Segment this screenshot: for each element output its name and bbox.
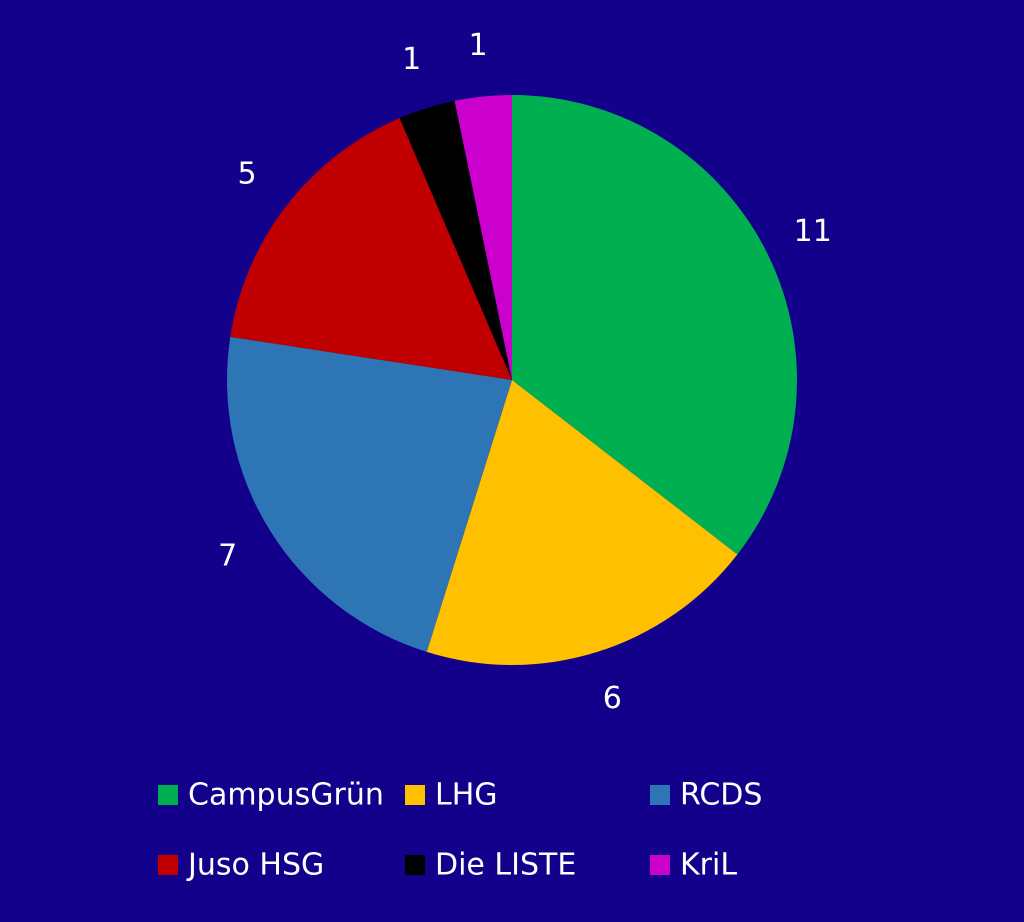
pie-slice xyxy=(399,100,512,380)
data-label: 11 xyxy=(794,214,832,249)
pie-slice xyxy=(226,336,512,652)
legend-label: KriL xyxy=(680,848,737,883)
data-label: 5 xyxy=(238,156,257,191)
legend-swatch xyxy=(650,785,670,805)
legend-swatch xyxy=(158,785,178,805)
pie-slice xyxy=(512,95,798,555)
legend-swatch xyxy=(405,855,425,875)
legend-label: Juso HSG xyxy=(186,848,324,883)
pie-slice xyxy=(230,118,512,381)
legend-label: CampusGrün xyxy=(188,778,384,813)
data-label: 1 xyxy=(402,42,421,77)
legend-label: Die LISTE xyxy=(435,848,576,883)
legend-label: LHG xyxy=(435,778,498,813)
legend-swatch xyxy=(650,855,670,875)
data-label: 6 xyxy=(603,681,622,716)
legend-label: RCDS xyxy=(680,778,762,813)
legend-swatch xyxy=(405,785,425,805)
pie-slice xyxy=(426,380,738,665)
legend-swatch xyxy=(158,855,178,875)
data-label: 1 xyxy=(469,28,488,63)
pie-slice xyxy=(454,95,512,380)
data-label: 7 xyxy=(218,539,237,574)
